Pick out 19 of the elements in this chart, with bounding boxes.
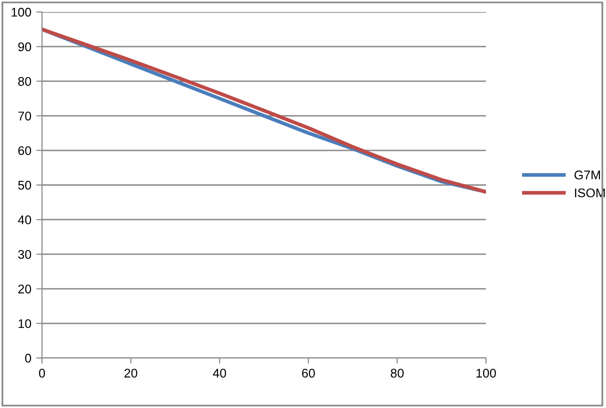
y-tick-label: 80 [18,77,32,86]
y-tick-label: 50 [18,180,32,190]
legend-label: ISOM [575,188,605,198]
legend-label: G7M [574,170,600,180]
y-tick-label: 100 [12,8,32,17]
y-tick-label: 20 [18,284,32,294]
x-tick-label: 20 [124,368,138,378]
x-tick-label: 100 [476,368,496,378]
x-tick-label: 0 [39,368,45,378]
y-tick-label: 60 [18,146,32,156]
x-tick-label: 60 [302,368,315,378]
x-tick-label: 40 [212,368,226,378]
x-tick-label: 80 [390,368,404,378]
y-tick-label: 40 [18,215,32,224]
y-tick-label: 10 [18,319,32,328]
y-tick-label: 0 [25,354,32,363]
y-tick-label: 70 [18,112,32,120]
y-tick-label: 90 [18,42,32,52]
y-tick-label: 30 [18,250,32,259]
